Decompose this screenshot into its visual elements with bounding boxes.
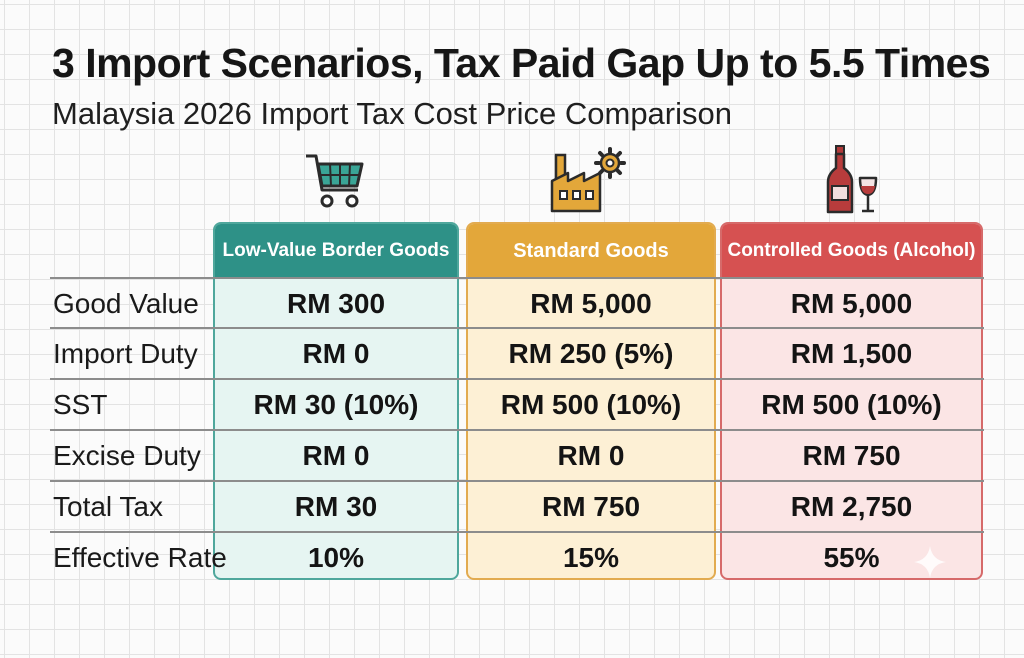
row-label-excise-duty: Excise Duty (53, 440, 201, 471)
cell-total-tax-low: RM 30 (294, 491, 378, 522)
cell-import-duty-controlled: RM 1,500 (790, 338, 913, 369)
cell-excise-duty-controlled: RM 750 (802, 440, 901, 471)
shopping-cart-icon (306, 154, 364, 208)
column-header-low-value: Low-Value Border Goods (215, 224, 457, 278)
row-label-effective-rate: Effective Rate (53, 542, 227, 573)
cell-import-duty-low: RM 0 (302, 338, 370, 369)
column-low-value: Low-Value Border Goods (213, 222, 459, 580)
cell-import-duty-standard: RM 250 (5%) (508, 338, 674, 369)
row-label-good-value: Good Value (53, 288, 199, 319)
row-divider (50, 531, 984, 533)
cell-effective-rate-controlled: 55% (823, 542, 880, 573)
sparkle-icon (914, 546, 946, 578)
page-title: 3 Import Scenarios, Tax Paid Gap Up to 5… (52, 40, 991, 86)
cell-good-value-standard: RM 5,000 (530, 288, 652, 319)
row-label-total-tax: Total Tax (53, 491, 163, 522)
row-divider (50, 327, 984, 329)
row-divider (50, 277, 984, 279)
cell-sst-low: RM 30 (10%) (253, 389, 419, 420)
cell-total-tax-standard: RM 750 (541, 491, 641, 522)
column-header-controlled: Controlled Goods (Alcohol) (722, 224, 981, 278)
column-standard: Standard Goods (466, 222, 716, 580)
row-divider (50, 480, 984, 482)
cell-good-value-controlled: RM 5,000 (790, 288, 913, 319)
wine-bottle-glass-icon (826, 145, 878, 214)
cell-excise-duty-low: RM 0 (302, 440, 370, 471)
column-controlled: Controlled Goods (Alcohol) (720, 222, 983, 580)
cell-sst-standard: RM 500 (10%) (500, 389, 682, 420)
cell-effective-rate-standard: 15% (562, 542, 620, 573)
cell-sst-controlled: RM 500 (10%) (761, 389, 942, 420)
row-divider (50, 378, 984, 380)
cell-good-value-low: RM 300 (286, 288, 386, 319)
column-header-standard: Standard Goods (468, 224, 714, 278)
page-subtitle: Malaysia 2026 Import Tax Cost Price Comp… (52, 96, 732, 131)
row-label-sst: SST (53, 389, 108, 420)
row-divider (50, 429, 984, 431)
cell-effective-rate-low: 10% (307, 542, 365, 573)
cell-excise-duty-standard: RM 0 (557, 440, 625, 471)
cell-total-tax-controlled: RM 2,750 (790, 491, 913, 522)
row-label-import-duty: Import Duty (53, 338, 198, 369)
factory-icon (550, 147, 626, 213)
